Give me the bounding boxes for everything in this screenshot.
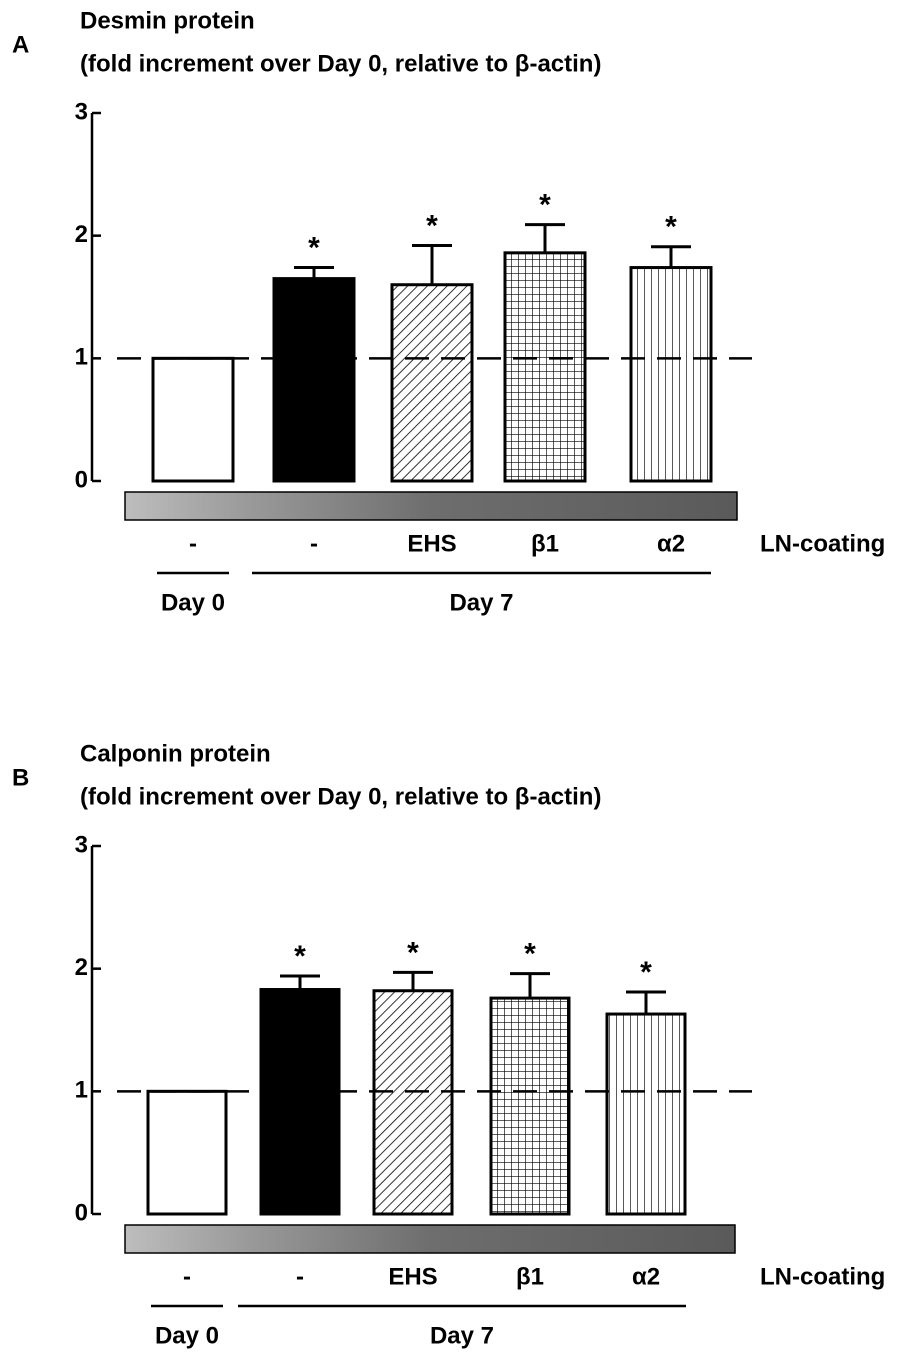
group-label: Day 7: [449, 589, 513, 616]
significance-mark: *: [407, 936, 419, 969]
group-label: Day 0: [161, 589, 225, 616]
panel-label: B: [12, 764, 29, 791]
x-axis-label: LN-coating: [760, 1263, 885, 1290]
chart-subtitle: (fold increment over Day 0, relative to …: [80, 50, 601, 77]
error-bar: [510, 972, 550, 999]
error-bar: [412, 243, 452, 285]
error-bar: [393, 970, 433, 991]
error-bar: [280, 974, 320, 990]
x-axis-label: LN-coating: [760, 530, 885, 557]
error-bar: [626, 990, 666, 1015]
bar: [151, 356, 235, 483]
bar: [372, 989, 454, 1216]
x-tick-label: EHS: [388, 1263, 437, 1290]
x-tick-label: β1: [531, 530, 559, 557]
y-tick-label: 2: [75, 954, 88, 981]
group-label: Day 7: [430, 1322, 494, 1349]
x-tick-label: EHS: [407, 530, 456, 557]
bar: [390, 283, 474, 483]
y-tick-label: 0: [75, 466, 88, 493]
significance-mark: *: [640, 956, 652, 989]
x-tick-label: -: [296, 1263, 304, 1290]
x-tick-label: -: [189, 530, 197, 557]
bar: [629, 266, 713, 483]
bar: [146, 1089, 228, 1216]
x-tick-label: -: [310, 530, 318, 557]
bar: [503, 251, 587, 483]
y-tick-label: 2: [75, 221, 88, 248]
error-bar: [294, 266, 334, 279]
y-tick-label: 1: [75, 1077, 88, 1104]
bar: [489, 996, 571, 1216]
bar: [605, 1012, 687, 1216]
significance-mark: *: [308, 231, 320, 264]
significance-mark: *: [539, 189, 551, 222]
x-tick-label: α2: [632, 1263, 660, 1290]
bar: [259, 988, 341, 1216]
chart-title: Desmin protein: [80, 7, 255, 34]
y-tick-label: 0: [75, 1199, 88, 1226]
chart-subtitle: (fold increment over Day 0, relative to …: [80, 783, 601, 810]
group-label: Day 0: [155, 1322, 219, 1349]
error-bar: [651, 245, 691, 268]
y-tick-label: 3: [75, 831, 88, 858]
significance-mark: *: [294, 940, 306, 973]
x-tick-label: β1: [516, 1263, 544, 1290]
bar: [272, 277, 356, 483]
error-bar: [525, 223, 565, 253]
x-tick-label: -: [183, 1263, 191, 1290]
significance-mark: *: [524, 937, 536, 970]
y-tick-label: 1: [75, 344, 88, 371]
chart-title: Calponin protein: [80, 740, 271, 767]
panel-label: A: [12, 31, 29, 58]
significance-mark: *: [665, 211, 677, 244]
significance-mark: *: [426, 209, 438, 242]
western-blot: [124, 491, 738, 521]
x-tick-label: α2: [657, 530, 685, 557]
y-tick-label: 3: [75, 98, 88, 125]
western-blot: [124, 1224, 736, 1254]
